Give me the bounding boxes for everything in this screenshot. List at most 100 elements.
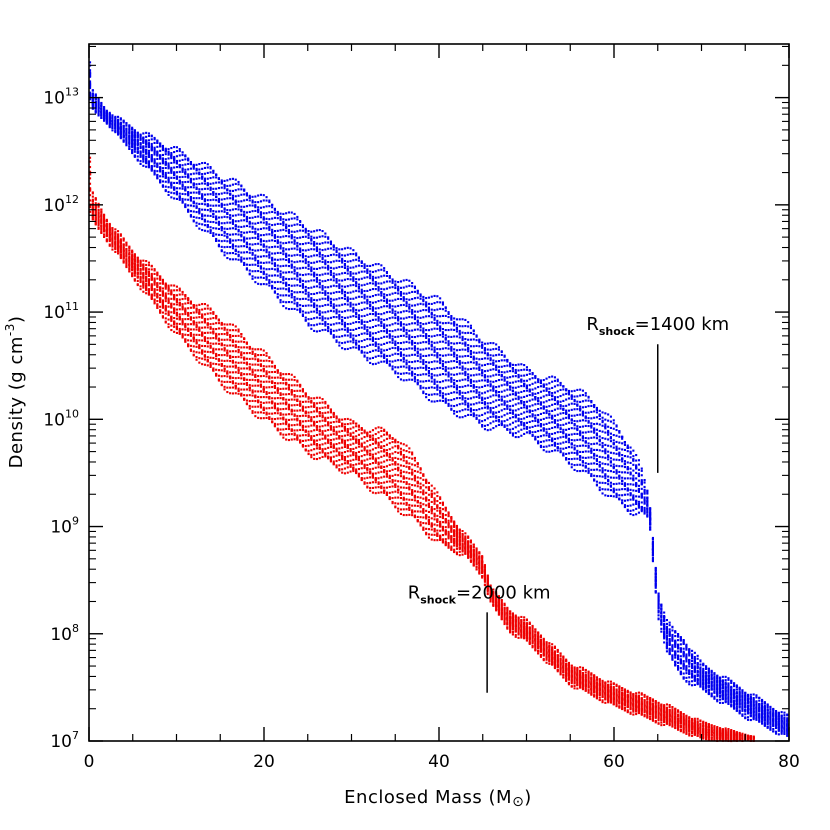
data-point xyxy=(329,266,332,269)
data-point xyxy=(220,227,223,230)
data-point xyxy=(584,462,587,465)
data-point xyxy=(427,347,430,350)
data-point xyxy=(677,665,680,668)
data-point xyxy=(595,483,598,486)
data-point xyxy=(724,681,727,684)
data-point xyxy=(215,215,218,218)
data-point xyxy=(385,298,388,301)
data-point xyxy=(730,704,733,707)
data-point xyxy=(528,426,531,429)
data-point xyxy=(472,374,475,377)
data-point xyxy=(327,330,330,333)
data-point xyxy=(335,281,338,284)
data-point xyxy=(489,359,492,362)
data-point xyxy=(231,245,234,248)
data-point xyxy=(217,220,220,223)
data-point xyxy=(618,453,621,456)
data-point xyxy=(355,308,358,311)
data-point xyxy=(304,273,307,276)
data-point xyxy=(388,310,391,313)
data-point xyxy=(444,336,447,339)
data-point xyxy=(175,166,178,169)
data-point xyxy=(131,138,134,141)
data-point xyxy=(604,474,607,477)
data-point xyxy=(598,443,601,446)
data-point xyxy=(576,457,579,460)
data-point xyxy=(660,627,663,630)
data-point xyxy=(156,170,159,173)
data-point xyxy=(170,191,173,194)
data-point xyxy=(293,242,296,245)
data-point xyxy=(254,227,257,230)
data-point xyxy=(223,230,226,233)
data-point xyxy=(444,341,447,344)
data-point xyxy=(783,723,786,726)
data-point xyxy=(226,245,229,248)
data-point xyxy=(234,208,237,211)
data-point xyxy=(271,246,274,249)
data-point xyxy=(685,668,688,671)
data-point xyxy=(503,420,506,423)
data-point xyxy=(338,335,341,338)
data-point xyxy=(408,329,411,332)
data-point xyxy=(287,278,290,281)
data-point xyxy=(145,159,148,162)
data-point xyxy=(226,203,229,206)
data-point xyxy=(511,381,514,384)
data-point xyxy=(310,286,313,289)
data-point xyxy=(97,104,100,107)
data-point xyxy=(775,721,778,724)
data-point xyxy=(422,360,425,363)
data-point xyxy=(366,313,369,316)
data-point xyxy=(399,351,402,354)
data-point xyxy=(654,591,657,594)
data-point xyxy=(506,388,509,391)
data-point xyxy=(481,385,484,388)
data-point xyxy=(276,229,279,232)
data-point xyxy=(556,431,559,434)
data-point xyxy=(506,380,509,383)
data-point xyxy=(304,304,307,307)
data-point xyxy=(517,417,520,420)
data-point xyxy=(514,413,517,416)
data-point xyxy=(651,552,654,555)
data-point xyxy=(215,239,218,242)
data-point xyxy=(237,213,240,216)
data-point xyxy=(598,481,601,484)
data-point xyxy=(458,360,461,363)
data-point xyxy=(285,254,288,257)
data-point xyxy=(556,423,559,426)
data-point xyxy=(89,71,92,74)
data-point xyxy=(598,489,601,492)
data-point xyxy=(399,354,402,357)
data-point xyxy=(618,477,621,480)
data-point xyxy=(685,660,688,663)
data-point xyxy=(268,261,271,264)
data-point xyxy=(147,149,150,152)
data-point xyxy=(178,181,181,184)
data-point xyxy=(184,181,187,184)
data-point xyxy=(383,312,386,315)
data-point xyxy=(598,475,601,478)
data-point xyxy=(290,284,293,287)
data-point xyxy=(229,258,232,261)
data-point xyxy=(259,266,262,269)
data-point xyxy=(481,420,484,423)
data-point xyxy=(604,482,607,485)
data-point xyxy=(439,389,442,392)
data-point xyxy=(486,390,489,393)
data-point xyxy=(643,502,646,505)
data-point xyxy=(520,406,523,409)
data-point xyxy=(618,475,621,478)
data-point xyxy=(167,193,170,196)
data-point xyxy=(240,239,243,242)
data-point xyxy=(509,417,512,420)
data-point xyxy=(198,202,201,205)
data-point xyxy=(248,257,251,260)
data-point xyxy=(360,284,363,287)
data-point xyxy=(355,346,358,349)
data-point xyxy=(307,255,310,258)
data-point xyxy=(458,355,461,358)
data-point xyxy=(231,239,234,242)
data-point xyxy=(265,248,268,251)
